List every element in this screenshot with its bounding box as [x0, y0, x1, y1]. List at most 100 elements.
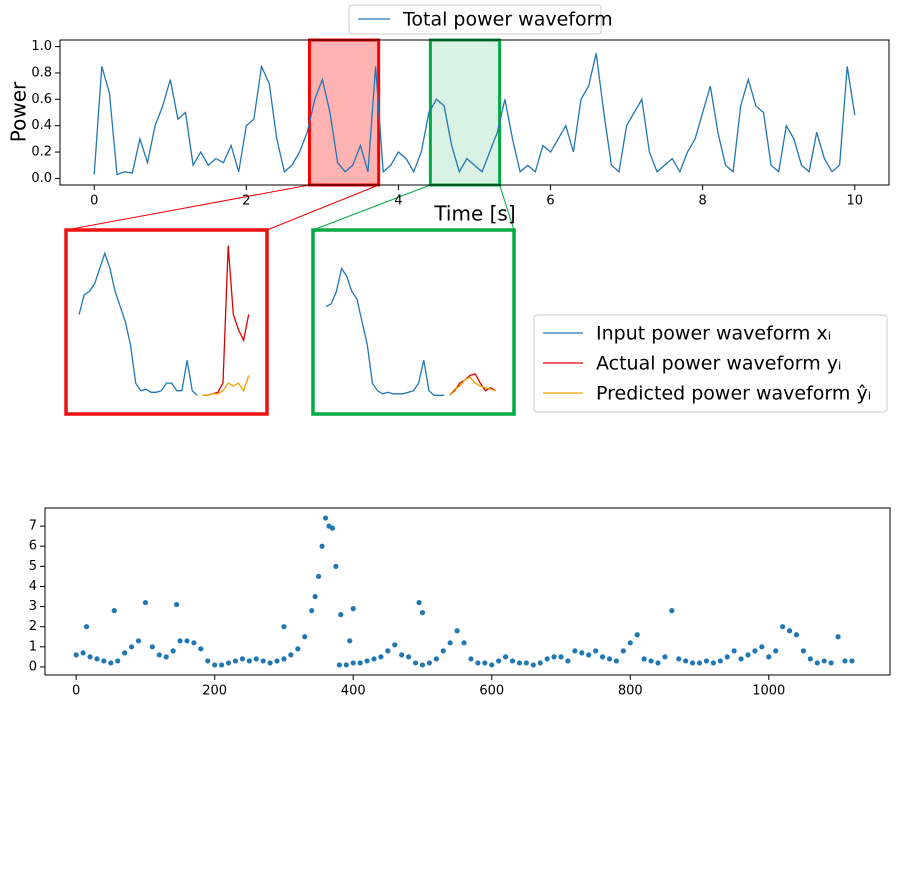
connector: [499, 184, 515, 231]
point: [156, 652, 162, 658]
point: [315, 573, 322, 580]
point: [613, 658, 620, 664]
point: [281, 656, 287, 662]
point: [135, 638, 142, 644]
x-tick-label: 1000: [752, 684, 785, 699]
y-tick-label: 1.0: [31, 39, 52, 54]
line-series: [93, 53, 856, 176]
point: [364, 658, 370, 664]
point: [416, 599, 422, 606]
y-tick-label: 0.4: [31, 118, 52, 133]
point: [347, 638, 353, 644]
point: [419, 662, 426, 668]
y-tick-label: 5: [29, 559, 37, 574]
point: [385, 648, 391, 654]
highlight: [307, 38, 381, 187]
y-tick-label: 2: [29, 619, 37, 634]
point: [274, 658, 280, 664]
point: [232, 658, 239, 664]
point: [786, 628, 793, 634]
point: [371, 656, 377, 662]
point: [392, 642, 398, 648]
point: [184, 638, 190, 644]
point: [814, 660, 820, 666]
y-tick-label: 4: [29, 579, 37, 594]
point: [239, 656, 245, 662]
inset-frame: [64, 228, 269, 416]
axes-frame: [59, 39, 890, 186]
x-tick-label: 10: [847, 194, 864, 209]
point: [350, 606, 356, 612]
point: [579, 650, 585, 656]
point: [523, 660, 529, 666]
x-tick-label: 800: [618, 684, 643, 699]
line-series: [202, 375, 250, 396]
point: [177, 638, 183, 644]
point: [94, 656, 100, 662]
point: [586, 652, 592, 658]
connector: [266, 184, 379, 231]
point: [773, 648, 779, 654]
point: [828, 660, 834, 666]
point: [551, 654, 557, 660]
point: [312, 593, 318, 600]
point: [426, 660, 433, 666]
legend-label: Predicted power waveform ŷᵢ: [596, 383, 871, 405]
point: [489, 662, 495, 668]
point: [669, 608, 675, 614]
point: [807, 656, 813, 662]
point: [205, 658, 211, 664]
point: [696, 660, 703, 666]
point: [440, 648, 446, 654]
point: [620, 648, 626, 654]
x-tick-label: 400: [341, 684, 366, 699]
legend-label: Input power waveform xᵢ: [596, 323, 831, 345]
point: [454, 628, 460, 634]
point: [530, 662, 536, 668]
x-tick-label: 0: [72, 684, 80, 699]
point: [509, 658, 516, 664]
legend-box: [533, 314, 888, 413]
point: [766, 654, 772, 660]
y-tick-label: 0.2: [31, 145, 52, 160]
point: [198, 646, 204, 652]
y-tick-label: 0: [29, 659, 37, 674]
point: [225, 660, 232, 666]
point: [800, 648, 807, 654]
point: [246, 658, 252, 664]
point: [253, 656, 259, 662]
point: [357, 660, 363, 666]
line-series: [202, 245, 250, 396]
point: [87, 654, 93, 660]
point: [122, 650, 128, 656]
point: [731, 648, 737, 654]
point: [724, 654, 730, 660]
point: [835, 634, 841, 640]
point: [191, 640, 197, 646]
point: [447, 640, 453, 646]
point: [433, 656, 439, 662]
y-tick-label: 3: [29, 599, 37, 614]
legend-label: Total power waveform: [402, 9, 613, 31]
point: [288, 652, 294, 658]
point: [572, 648, 578, 654]
point: [343, 662, 349, 668]
point: [482, 660, 488, 666]
x-tick-label: 200: [202, 684, 227, 699]
y-axis-label: Power: [7, 81, 31, 142]
point: [412, 660, 419, 666]
point: [219, 662, 225, 668]
point: [780, 624, 786, 630]
point: [502, 654, 509, 660]
point: [149, 644, 155, 650]
point: [111, 608, 117, 614]
point: [662, 654, 668, 660]
point: [690, 660, 696, 666]
point: [634, 632, 640, 638]
point: [326, 523, 332, 529]
point: [537, 660, 543, 666]
point: [752, 648, 758, 654]
point: [648, 658, 654, 664]
y-tick-label: 0.8: [31, 65, 52, 80]
